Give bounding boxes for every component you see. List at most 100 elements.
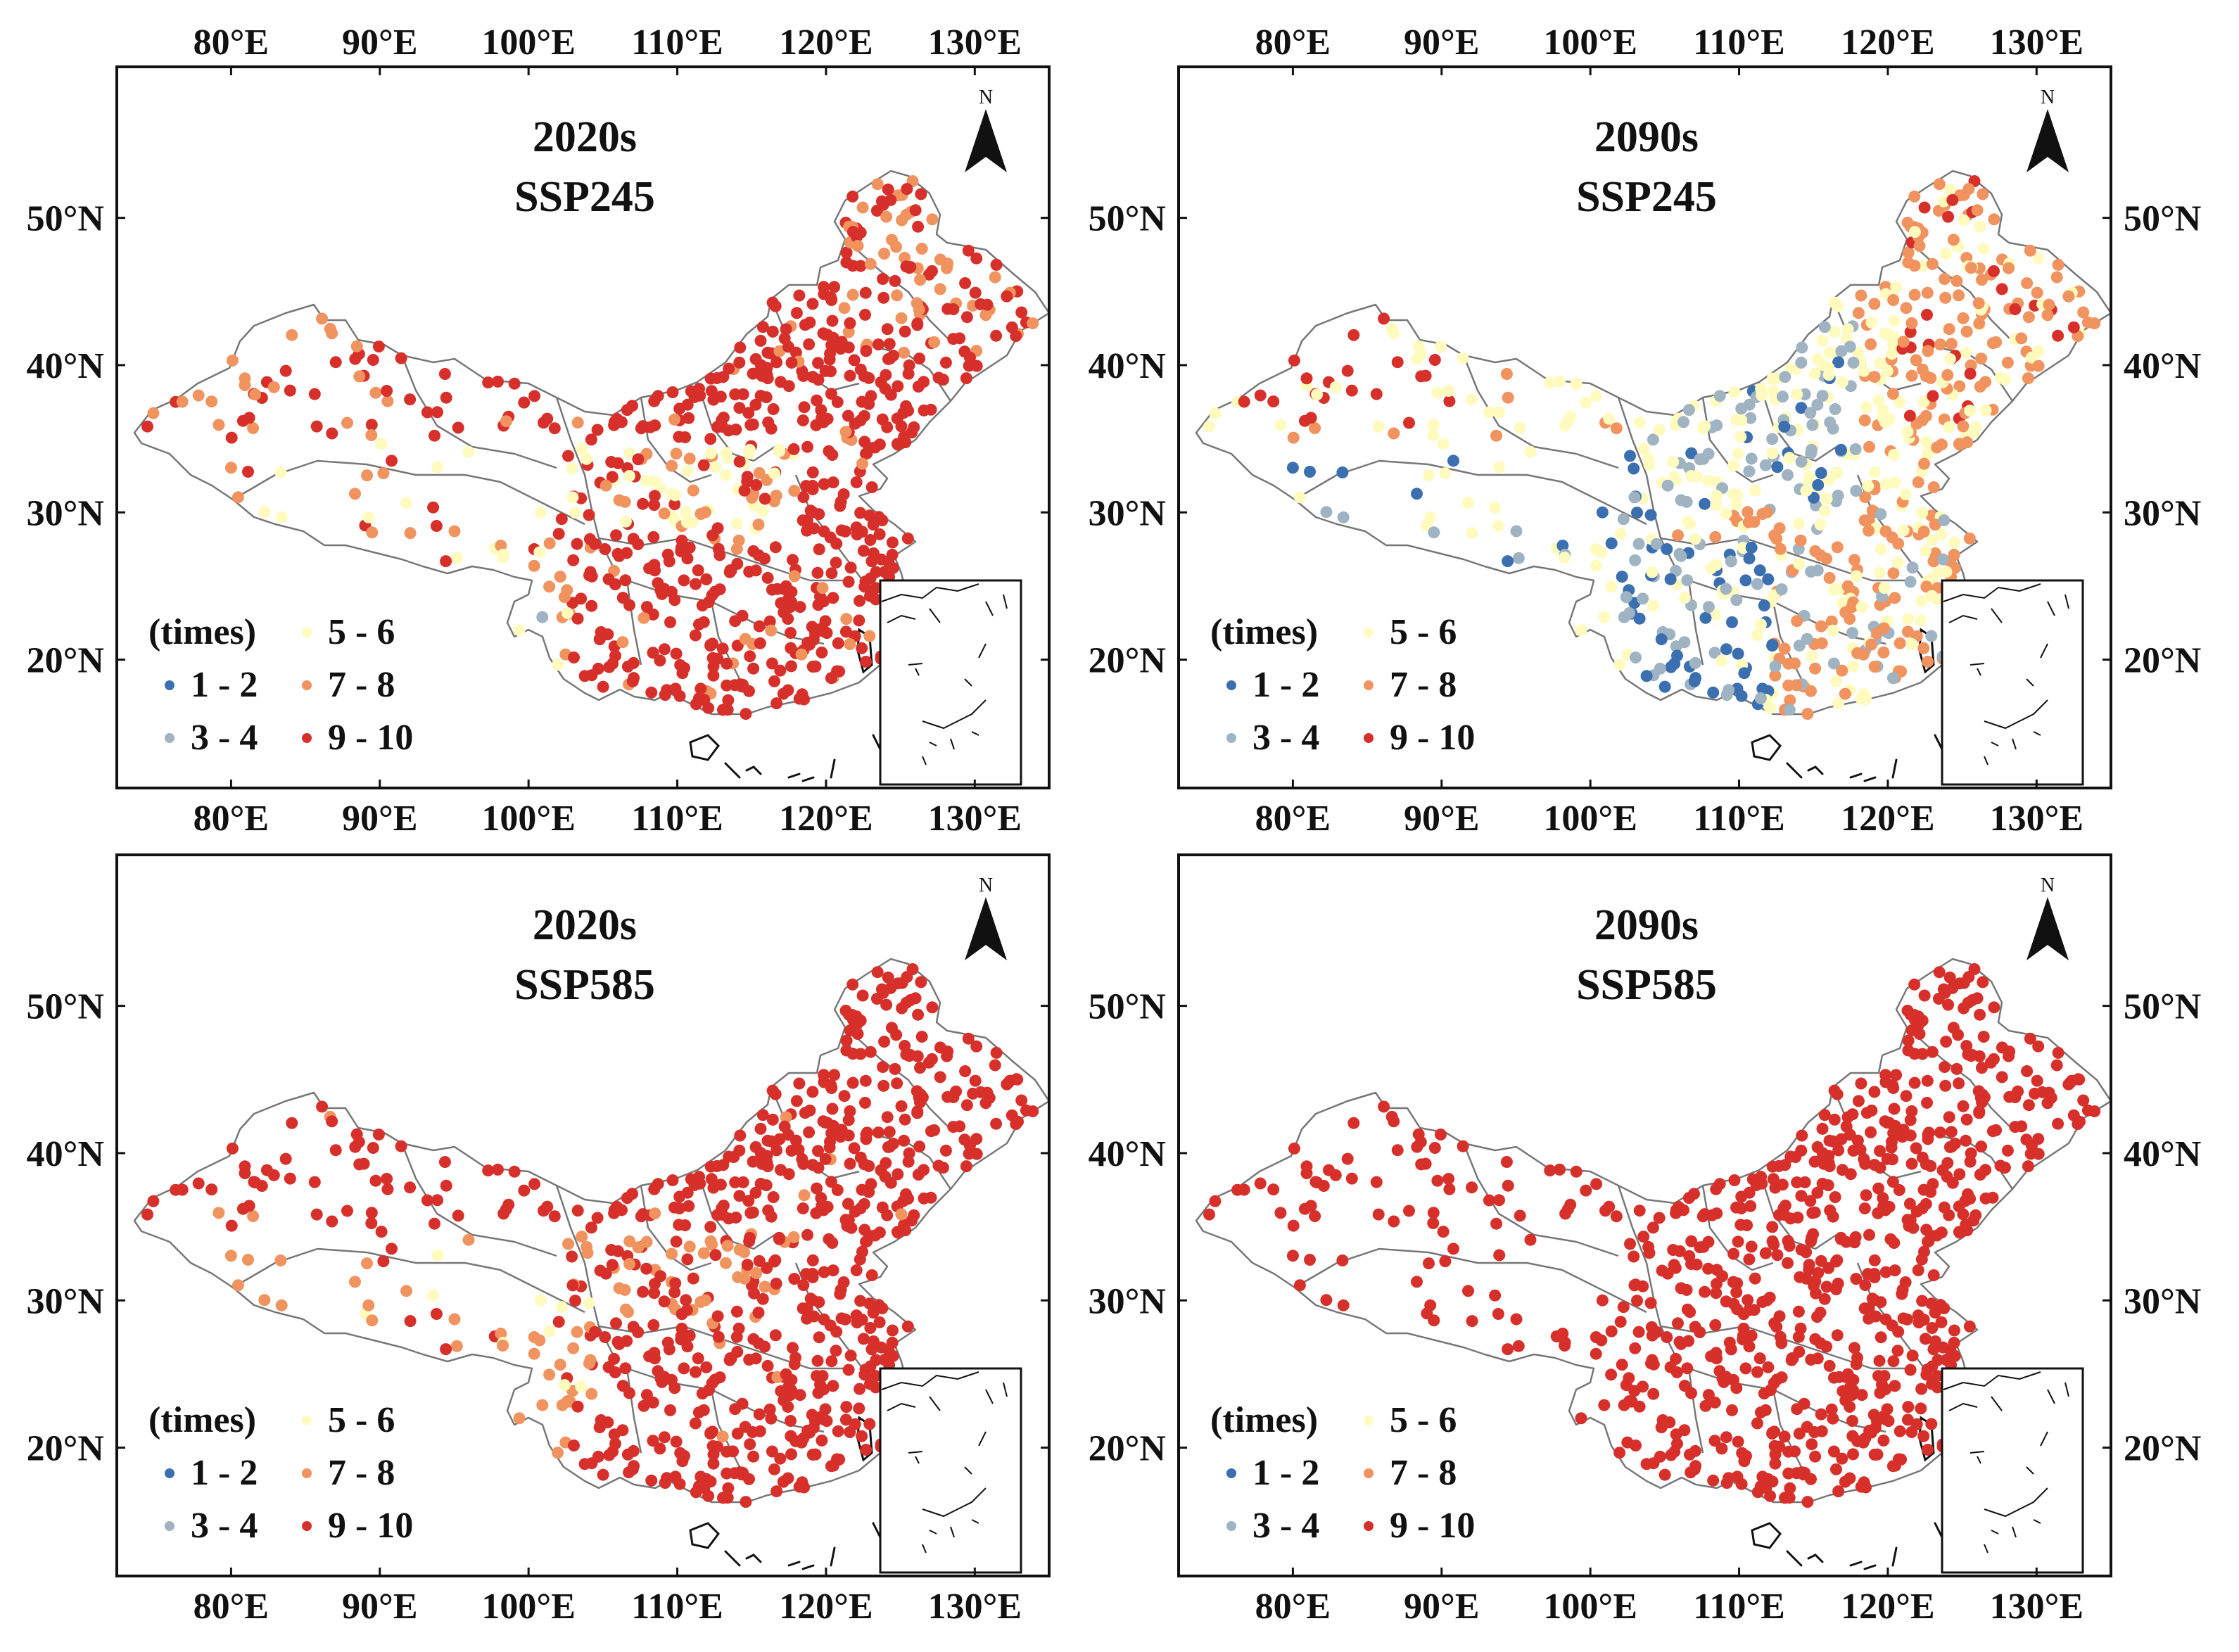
station-point: [1933, 966, 1946, 979]
panel-title-period: 2020s: [533, 901, 637, 949]
station-point: [733, 1144, 746, 1157]
station-point: [554, 1359, 566, 1371]
station-point: [1726, 616, 1738, 628]
station-point: [566, 1279, 579, 1292]
station-point: [1725, 555, 1737, 568]
station-point: [1744, 1200, 1757, 1212]
inset-frame: [879, 1367, 1022, 1574]
station-point: [825, 1460, 837, 1473]
station-point: [863, 630, 876, 642]
station-point: [1931, 441, 1943, 454]
station-points: [1203, 963, 2101, 1508]
station-point: [1735, 1478, 1748, 1490]
station-point: [1274, 1207, 1287, 1219]
station-point: [733, 1190, 746, 1202]
station-point: [1730, 1382, 1743, 1394]
station-point: [666, 386, 679, 398]
station-point: [902, 1155, 915, 1168]
station-point: [610, 529, 622, 542]
station-point: [854, 507, 867, 519]
station-point: [1554, 375, 1566, 388]
station-point: [1815, 637, 1828, 649]
station-point: [1888, 1103, 1901, 1115]
lat-tick-label: 40°N: [2124, 346, 2201, 386]
station-point: [1493, 1249, 1506, 1262]
station-point: [743, 1354, 756, 1366]
station-point: [1411, 488, 1423, 500]
station-point: [768, 675, 780, 687]
station-point: [832, 637, 844, 649]
station-point: [850, 1264, 863, 1276]
station-point: [729, 615, 742, 628]
station-point: [1936, 1341, 1949, 1354]
station-point: [806, 466, 819, 478]
station-point: [959, 277, 972, 289]
station-point: [856, 1183, 868, 1196]
station-point: [1466, 527, 1478, 540]
station-point: [680, 506, 692, 519]
station-point: [912, 1008, 925, 1021]
station-point: [448, 525, 461, 538]
legend-label: 9 - 10: [1390, 718, 1475, 758]
station-point: [1654, 1450, 1666, 1463]
station-point: [619, 1303, 632, 1316]
station-point: [798, 1189, 811, 1202]
station-point: [1901, 1214, 1914, 1226]
station-point: [1886, 1136, 1898, 1148]
station-point: [1811, 398, 1824, 411]
station-point: [640, 474, 653, 487]
legend-swatch: [302, 1416, 312, 1425]
station-point: [664, 616, 676, 628]
station-point: [683, 452, 696, 465]
station-point: [1932, 1354, 1944, 1366]
station-point: [1347, 1117, 1360, 1129]
station-point: [1742, 516, 1755, 528]
station-point: [1288, 1142, 1300, 1155]
station-point: [707, 669, 720, 682]
station-point: [856, 526, 868, 538]
station-point: [683, 1200, 695, 1212]
station-point: [859, 1096, 871, 1109]
station-point: [593, 1421, 606, 1434]
station-point: [826, 449, 839, 461]
station-point: [2088, 317, 2101, 329]
station-point: [777, 687, 789, 700]
station-point: [699, 1294, 711, 1307]
station-point: [1809, 662, 1822, 675]
station-point: [1971, 204, 1984, 217]
station-point: [1411, 1276, 1423, 1288]
station-point: [1711, 419, 1723, 432]
station-point: [1720, 643, 1732, 656]
station-point: [830, 538, 843, 550]
station-point: [1689, 1321, 1701, 1333]
station-point: [1815, 1254, 1827, 1267]
station-point: [721, 1467, 733, 1480]
station-point: [1965, 262, 1977, 274]
station-point: [673, 431, 685, 443]
station-point: [365, 1217, 378, 1229]
station-point: [1890, 1069, 1903, 1081]
station-point: [895, 1100, 908, 1112]
station-point: [1439, 467, 1452, 480]
station-point: [640, 1389, 653, 1402]
station-point: [796, 1152, 808, 1165]
station-point: [1977, 976, 1989, 989]
station-point: [658, 1371, 671, 1383]
station-point: [681, 1186, 694, 1199]
station-point: [881, 1209, 894, 1221]
station-point: [247, 1210, 260, 1222]
station-point: [500, 1203, 512, 1216]
station-point: [1766, 1221, 1779, 1233]
station-point: [828, 1069, 841, 1081]
station-point: [668, 1201, 680, 1214]
station-point: [1209, 407, 1222, 419]
station-point: [816, 1434, 828, 1447]
station-point: [702, 701, 715, 714]
station-point: [1791, 615, 1803, 628]
station-point: [1730, 1201, 1742, 1214]
station-point: [768, 1255, 780, 1268]
station-point: [754, 334, 767, 347]
station-point: [831, 1184, 844, 1196]
station-point: [1957, 1100, 1970, 1112]
station-point: [1897, 1312, 1910, 1325]
